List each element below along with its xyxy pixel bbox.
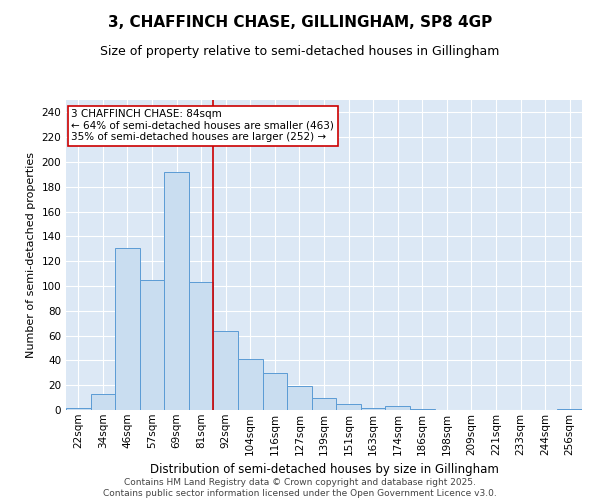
Y-axis label: Number of semi-detached properties: Number of semi-detached properties xyxy=(26,152,36,358)
Bar xyxy=(336,404,361,410)
Bar xyxy=(557,409,582,410)
Text: 3 CHAFFINCH CHASE: 84sqm
← 64% of semi-detached houses are smaller (463)
35% of : 3 CHAFFINCH CHASE: 84sqm ← 64% of semi-d… xyxy=(71,110,334,142)
Bar xyxy=(164,172,189,410)
Text: Size of property relative to semi-detached houses in Gillingham: Size of property relative to semi-detach… xyxy=(100,45,500,58)
Bar xyxy=(91,394,115,410)
X-axis label: Distribution of semi-detached houses by size in Gillingham: Distribution of semi-detached houses by … xyxy=(149,463,499,476)
Bar xyxy=(189,282,214,410)
Bar xyxy=(410,409,434,410)
Bar xyxy=(214,330,238,410)
Bar xyxy=(66,408,91,410)
Text: 3, CHAFFINCH CHASE, GILLINGHAM, SP8 4GP: 3, CHAFFINCH CHASE, GILLINGHAM, SP8 4GP xyxy=(108,15,492,30)
Bar xyxy=(115,248,140,410)
Bar xyxy=(361,408,385,410)
Bar xyxy=(238,359,263,410)
Bar xyxy=(287,386,312,410)
Bar xyxy=(263,373,287,410)
Bar xyxy=(140,280,164,410)
Bar xyxy=(385,406,410,410)
Text: Contains HM Land Registry data © Crown copyright and database right 2025.
Contai: Contains HM Land Registry data © Crown c… xyxy=(103,478,497,498)
Bar xyxy=(312,398,336,410)
